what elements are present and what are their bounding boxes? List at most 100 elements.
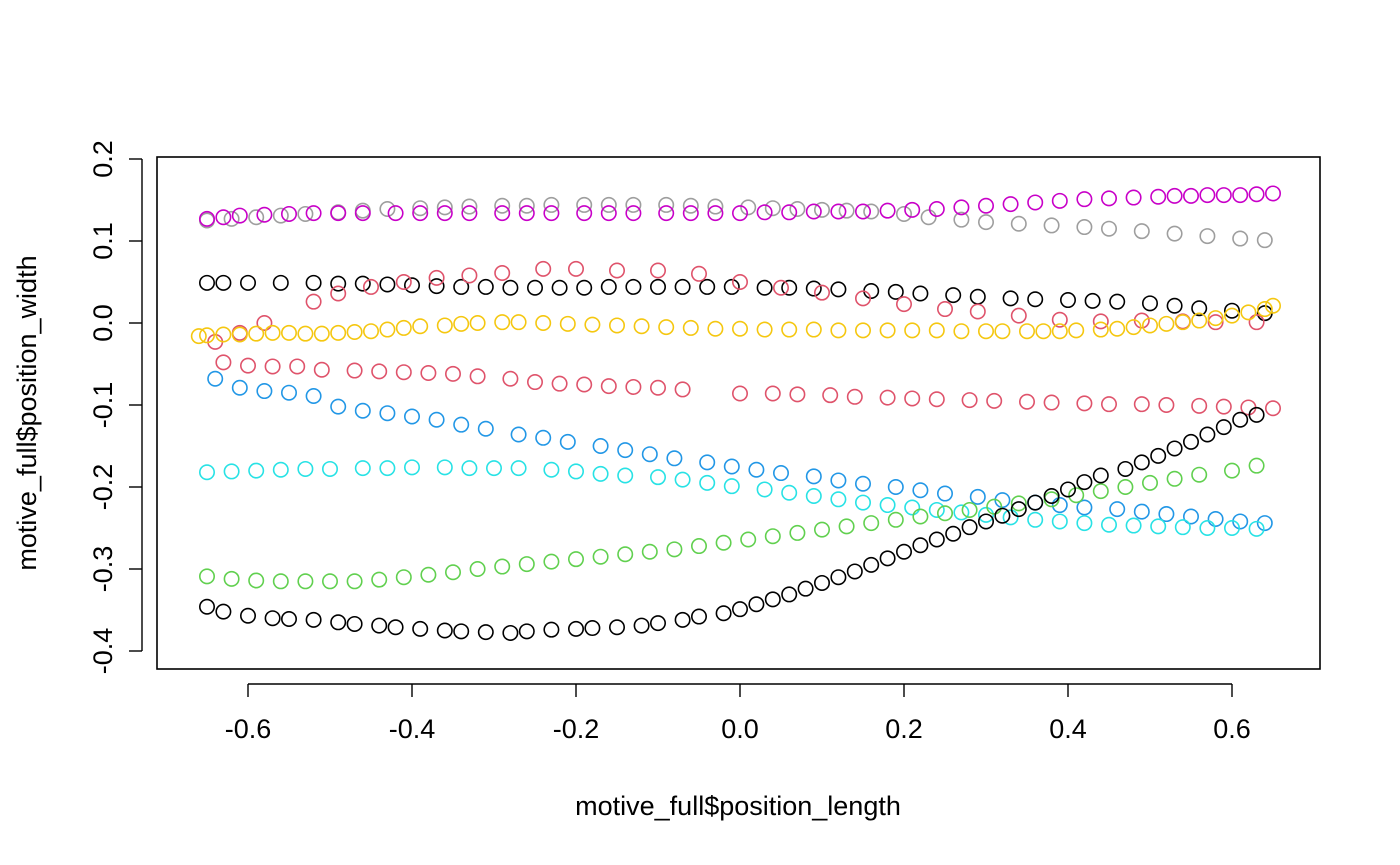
data-point bbox=[953, 211, 970, 228]
data-point bbox=[633, 617, 650, 634]
series-8 bbox=[207, 370, 1273, 532]
data-point bbox=[1092, 313, 1109, 330]
data-point bbox=[559, 433, 576, 450]
data-point bbox=[1043, 488, 1060, 505]
data-point bbox=[904, 390, 921, 407]
data-point bbox=[1183, 187, 1200, 204]
data-point bbox=[199, 598, 216, 615]
data-point bbox=[1010, 501, 1027, 518]
data-point bbox=[1092, 321, 1109, 338]
data-point bbox=[781, 204, 798, 221]
data-point bbox=[1232, 230, 1249, 247]
y-tick-label: -0.4 bbox=[88, 628, 118, 675]
data-point bbox=[781, 586, 798, 603]
data-point bbox=[912, 537, 929, 554]
data-point bbox=[1232, 187, 1249, 204]
data-point bbox=[453, 416, 470, 433]
data-point bbox=[395, 569, 412, 586]
data-point bbox=[625, 378, 642, 395]
data-point bbox=[280, 205, 297, 222]
data-point bbox=[1166, 225, 1183, 242]
data-point bbox=[1068, 322, 1085, 339]
data-point bbox=[305, 274, 322, 291]
data-point bbox=[215, 354, 232, 371]
data-point bbox=[649, 262, 666, 279]
data-point bbox=[543, 461, 560, 478]
data-point bbox=[846, 388, 863, 405]
data-point bbox=[469, 368, 486, 385]
data-point bbox=[1166, 297, 1183, 314]
data-point bbox=[1117, 460, 1134, 477]
data-point bbox=[977, 197, 994, 214]
data-point bbox=[805, 468, 822, 485]
data-point bbox=[551, 279, 568, 296]
data-point bbox=[912, 482, 929, 499]
data-point bbox=[354, 205, 371, 222]
data-point bbox=[781, 484, 798, 501]
data-point bbox=[1027, 494, 1044, 511]
data-point bbox=[1043, 217, 1060, 234]
data-point bbox=[1068, 487, 1085, 504]
data-point bbox=[904, 499, 921, 516]
data-point bbox=[330, 614, 347, 631]
data-point bbox=[387, 205, 404, 222]
data-point bbox=[330, 205, 347, 222]
data-point bbox=[781, 279, 798, 296]
data-point bbox=[1224, 307, 1241, 324]
data-point bbox=[830, 472, 847, 489]
data-point bbox=[666, 450, 683, 467]
data-point bbox=[1183, 508, 1200, 525]
data-point bbox=[731, 320, 748, 337]
data-point bbox=[674, 611, 691, 628]
data-point bbox=[199, 210, 216, 227]
data-point bbox=[986, 392, 1003, 409]
data-point bbox=[674, 381, 691, 398]
data-point bbox=[682, 319, 699, 336]
data-point bbox=[371, 571, 388, 588]
data-point bbox=[977, 506, 994, 523]
data-point bbox=[1265, 185, 1282, 202]
data-point bbox=[838, 518, 855, 535]
data-point bbox=[617, 467, 634, 484]
data-point bbox=[1265, 297, 1282, 314]
data-point bbox=[256, 383, 273, 400]
data-point bbox=[346, 362, 363, 379]
data-point bbox=[961, 392, 978, 409]
data-point bbox=[641, 543, 658, 560]
data-point bbox=[420, 566, 437, 583]
data-point bbox=[1010, 215, 1027, 232]
data-point bbox=[280, 384, 297, 401]
data-point bbox=[1150, 518, 1167, 535]
data-point bbox=[543, 621, 560, 638]
data-point bbox=[567, 260, 584, 277]
data-point bbox=[1174, 314, 1191, 331]
x-tick-label: -0.2 bbox=[553, 714, 600, 744]
data-point bbox=[584, 316, 601, 333]
data-point bbox=[912, 508, 929, 525]
data-point bbox=[920, 209, 937, 226]
data-point bbox=[756, 321, 773, 338]
data-point bbox=[436, 205, 453, 222]
data-point bbox=[1027, 511, 1044, 528]
data-point bbox=[608, 262, 625, 279]
data-point bbox=[436, 459, 453, 476]
data-point bbox=[1125, 189, 1142, 206]
x-tick-label: 0.4 bbox=[1049, 714, 1087, 744]
data-point bbox=[969, 288, 986, 305]
data-point bbox=[223, 570, 240, 587]
y-tick-label: -0.2 bbox=[88, 464, 118, 511]
data-point bbox=[699, 278, 716, 295]
data-point bbox=[469, 560, 486, 577]
data-point bbox=[510, 460, 527, 477]
data-point bbox=[666, 541, 683, 558]
data-point bbox=[863, 203, 880, 220]
data-point bbox=[641, 446, 658, 463]
data-point bbox=[1010, 307, 1027, 324]
data-point bbox=[297, 325, 314, 342]
data-point bbox=[600, 378, 617, 395]
series-9 bbox=[199, 459, 1265, 537]
data-point bbox=[1142, 317, 1159, 334]
data-point bbox=[1060, 292, 1077, 309]
data-point bbox=[551, 375, 568, 392]
data-point bbox=[805, 203, 822, 220]
